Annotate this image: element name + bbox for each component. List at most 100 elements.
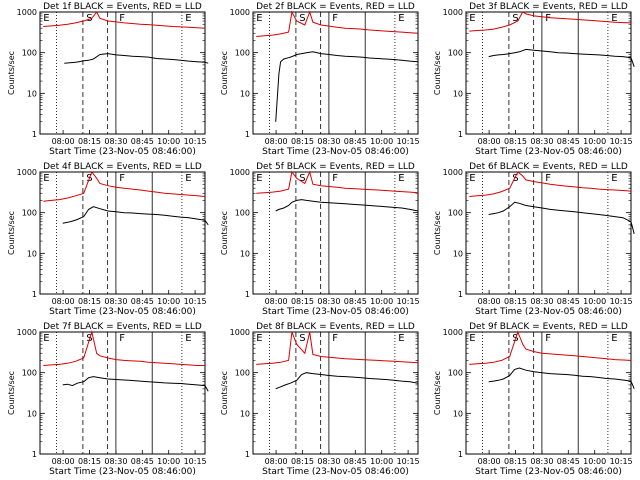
phase-marker-e: E — [185, 13, 191, 24]
y-axis-label: Counts/sec — [220, 211, 229, 255]
x-tick-label: 08:00 — [265, 297, 288, 306]
x-tick-label: 10:15 — [397, 137, 420, 146]
y-tick-label: 10 — [453, 249, 463, 258]
plot-frame — [252, 11, 419, 135]
x-tick-label: 10:15 — [184, 297, 207, 306]
phase-marker-s: S — [512, 13, 518, 24]
phase-marker-e: E — [611, 173, 617, 184]
x-tick-label: 08:15 — [78, 137, 101, 146]
x-tick-label: 08:45 — [344, 297, 367, 306]
series-events — [275, 199, 419, 212]
phase-marker-s: S — [512, 173, 518, 184]
x-tick-label: 08:30 — [530, 137, 553, 146]
x-tick-label: 10:15 — [184, 137, 207, 146]
phase-marker-s: S — [299, 333, 305, 344]
y-tick-label: 1 — [32, 130, 37, 139]
series-lld — [256, 331, 419, 365]
plot-frame — [39, 331, 206, 455]
y-tick-label: 100 — [235, 209, 250, 218]
x-axis-label: Start Time (23-Nov-05 08:46:00) — [262, 307, 409, 317]
x-tick-label: 10:15 — [610, 297, 633, 306]
y-tick-label: 1000 — [443, 328, 463, 337]
series-events — [275, 372, 419, 390]
x-tick-label: 08:00 — [52, 457, 75, 466]
panel-title: Det 6f BLACK = Events, RED = LLD — [469, 162, 628, 172]
y-tick-label: 1 — [458, 290, 463, 299]
series-lld — [256, 170, 419, 194]
x-tick-label: 08:15 — [504, 457, 527, 466]
phase-marker-e: E — [43, 333, 49, 344]
y-tick-label: 1000 — [17, 168, 37, 177]
x-tick-label: 08:15 — [291, 297, 314, 306]
y-axis-label: Counts/sec — [220, 51, 229, 95]
x-tick-label: 10:00 — [370, 297, 393, 306]
x-tick-label: 08:45 — [557, 137, 580, 146]
phase-marker-f: F — [545, 333, 551, 344]
x-tick-label: 08:30 — [104, 137, 127, 146]
y-tick-label: 1000 — [17, 328, 37, 337]
x-tick-label: 08:45 — [344, 137, 367, 146]
series-lld — [469, 171, 632, 197]
phase-marker-f: F — [545, 173, 551, 184]
x-tick-label: 08:30 — [317, 297, 340, 306]
y-tick-label: 10 — [240, 249, 250, 258]
phase-marker-e: E — [43, 173, 49, 184]
x-tick-label: 08:15 — [78, 457, 101, 466]
y-tick-label: 100 — [235, 49, 250, 58]
phase-marker-e: E — [398, 13, 404, 24]
x-axis-label: Start Time (23-Nov-05 08:46:00) — [49, 467, 196, 477]
series-lld — [256, 10, 419, 37]
x-tick-label: 08:30 — [104, 457, 127, 466]
phase-marker-f: F — [119, 13, 125, 24]
x-tick-label: 10:00 — [583, 457, 606, 466]
panel-title: Det 5f BLACK = Events, RED = LLD — [256, 162, 415, 172]
x-tick-label: 10:15 — [397, 297, 420, 306]
x-tick-label: 08:00 — [265, 457, 288, 466]
x-tick-label: 08:30 — [104, 297, 127, 306]
x-tick-label: 08:45 — [131, 457, 154, 466]
phase-marker-e: E — [43, 13, 49, 24]
phase-marker-e: E — [185, 173, 191, 184]
y-tick-label: 1 — [245, 450, 250, 459]
x-tick-label: 10:00 — [370, 137, 393, 146]
y-axis-label: Counts/sec — [7, 51, 16, 95]
x-axis-label: Start Time (23-Nov-05 08:46:00) — [49, 307, 196, 317]
x-tick-label: 10:00 — [157, 457, 180, 466]
phase-marker-f: F — [332, 13, 338, 24]
y-axis-label: Counts/sec — [433, 51, 442, 95]
phase-marker-e: E — [398, 333, 404, 344]
series-events — [62, 206, 209, 226]
panel-title: Det 3f BLACK = Events, RED = LLD — [469, 2, 628, 12]
series-lld — [469, 330, 632, 365]
x-tick-label: 08:30 — [317, 137, 340, 146]
x-axis-label: Start Time (23-Nov-05 08:46:00) — [475, 467, 622, 477]
plot-frame — [465, 11, 632, 135]
series-events — [275, 51, 419, 122]
plot-frame — [465, 331, 632, 455]
y-tick-label: 100 — [235, 369, 250, 378]
x-axis-label: Start Time (23-Nov-05 08:46:00) — [262, 467, 409, 477]
x-tick-label: 10:15 — [610, 137, 633, 146]
x-tick-label: 10:00 — [157, 137, 180, 146]
plot-frame — [465, 171, 632, 295]
y-tick-label: 10 — [27, 89, 37, 98]
x-axis-label: Start Time (23-Nov-05 08:46:00) — [262, 147, 409, 157]
y-tick-label: 1 — [245, 290, 250, 299]
series-events — [488, 201, 635, 235]
y-tick-label: 1 — [32, 450, 37, 459]
y-axis-label: Counts/sec — [7, 371, 16, 415]
y-axis-label: Counts/sec — [433, 211, 442, 255]
x-axis-label: Start Time (23-Nov-05 08:46:00) — [475, 307, 622, 317]
panel-title: Det 4f BLACK = Events, RED = LLD — [43, 162, 202, 172]
x-tick-label: 08:15 — [291, 137, 314, 146]
x-tick-label: 08:15 — [291, 457, 314, 466]
phase-marker-e: E — [469, 333, 475, 344]
phase-marker-f: F — [119, 173, 125, 184]
x-tick-label: 08:45 — [557, 297, 580, 306]
y-tick-label: 100 — [22, 369, 37, 378]
